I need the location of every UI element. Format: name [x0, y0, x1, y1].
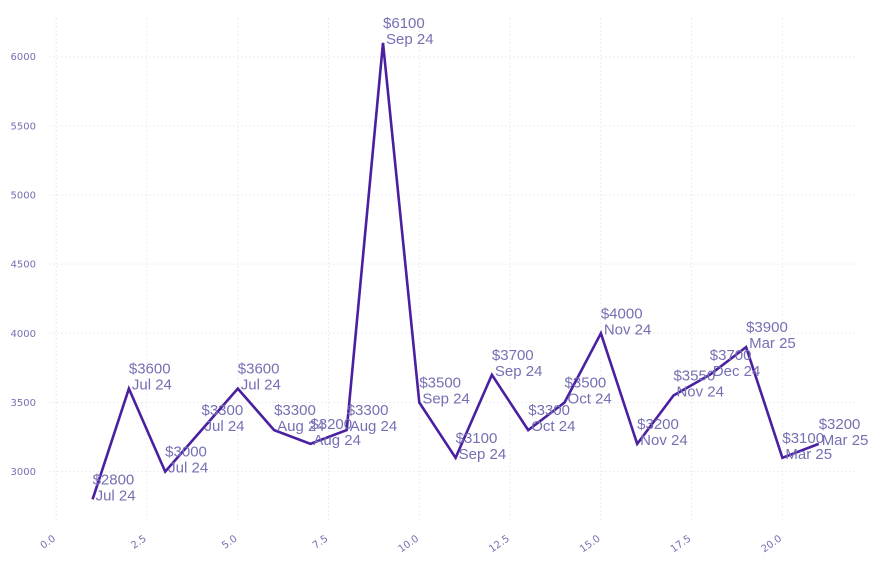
price-label: $6100: [383, 15, 425, 32]
date-label: Sep 24: [422, 390, 470, 407]
price-label: $3300: [528, 402, 570, 419]
x-tick-label: 20.0: [760, 533, 785, 555]
date-label: Sep 24: [495, 363, 543, 380]
date-label: Jul 24: [168, 460, 208, 477]
price-label: $3600: [129, 361, 171, 378]
price-label: $2800: [93, 471, 135, 488]
y-tick-label: 4500: [11, 260, 36, 271]
date-label: Aug 24: [313, 432, 361, 449]
price-label: $3600: [238, 361, 280, 378]
price-label: $3200: [637, 416, 679, 433]
date-label: Nov 24: [604, 321, 652, 338]
date-label: Mar 25: [822, 432, 869, 449]
x-tick-label: 10.0: [396, 533, 421, 555]
price-label: $3100: [456, 430, 498, 447]
date-label: Mar 25: [785, 446, 832, 463]
date-label: Jul 24: [241, 377, 281, 394]
price-label: $3300: [201, 402, 243, 419]
date-label: Sep 24: [386, 31, 434, 48]
date-label: Jul 24: [96, 487, 136, 504]
x-tick-label: 2.5: [129, 533, 148, 551]
x-tick-label: 15.0: [578, 533, 603, 555]
y-tick-label: 6000: [11, 52, 36, 63]
y-tick-label: 4000: [11, 329, 36, 340]
date-label: Dec 24: [713, 363, 761, 380]
price-label: $3100: [782, 430, 824, 447]
price-label: $3300: [347, 402, 389, 419]
price-label: $4000: [601, 305, 643, 322]
date-label: Aug 24: [350, 418, 398, 435]
date-label: Oct 24: [568, 390, 612, 407]
price-label: $3500: [419, 374, 461, 391]
price-label: $3000: [165, 444, 207, 461]
x-tick-label: 12.5: [487, 533, 512, 555]
date-label: Jul 24: [132, 377, 172, 394]
price-label: $3700: [710, 347, 752, 364]
date-label: Aug 24: [277, 418, 325, 435]
date-label: Nov 24: [640, 432, 688, 449]
price-label: $3300: [274, 402, 316, 419]
series-layer: [91, 42, 820, 500]
date-label: Mar 25: [749, 335, 796, 352]
x-tick-label: 7.5: [311, 533, 330, 551]
price-label: $3700: [492, 347, 534, 364]
date-label: Sep 24: [459, 446, 507, 463]
y-tick-label: 5000: [11, 191, 36, 202]
price-label: $3200: [310, 416, 352, 433]
date-label: Jul 24: [204, 418, 244, 435]
price-label: $3500: [565, 374, 607, 391]
y-tick-label: 3000: [11, 467, 36, 478]
x-tick-label: 5.0: [220, 533, 239, 551]
x-tick-label: 0.0: [39, 533, 58, 551]
price-label: $3200: [819, 416, 861, 433]
date-label: Nov 24: [676, 384, 724, 401]
date-label: Oct 24: [531, 418, 575, 435]
price-label: $3550: [673, 368, 715, 385]
x-tick-label: 17.5: [669, 533, 694, 555]
y-tick-label: 3500: [11, 398, 36, 409]
y-tick-label: 5500: [11, 121, 36, 132]
price-label: $3900: [746, 319, 788, 336]
